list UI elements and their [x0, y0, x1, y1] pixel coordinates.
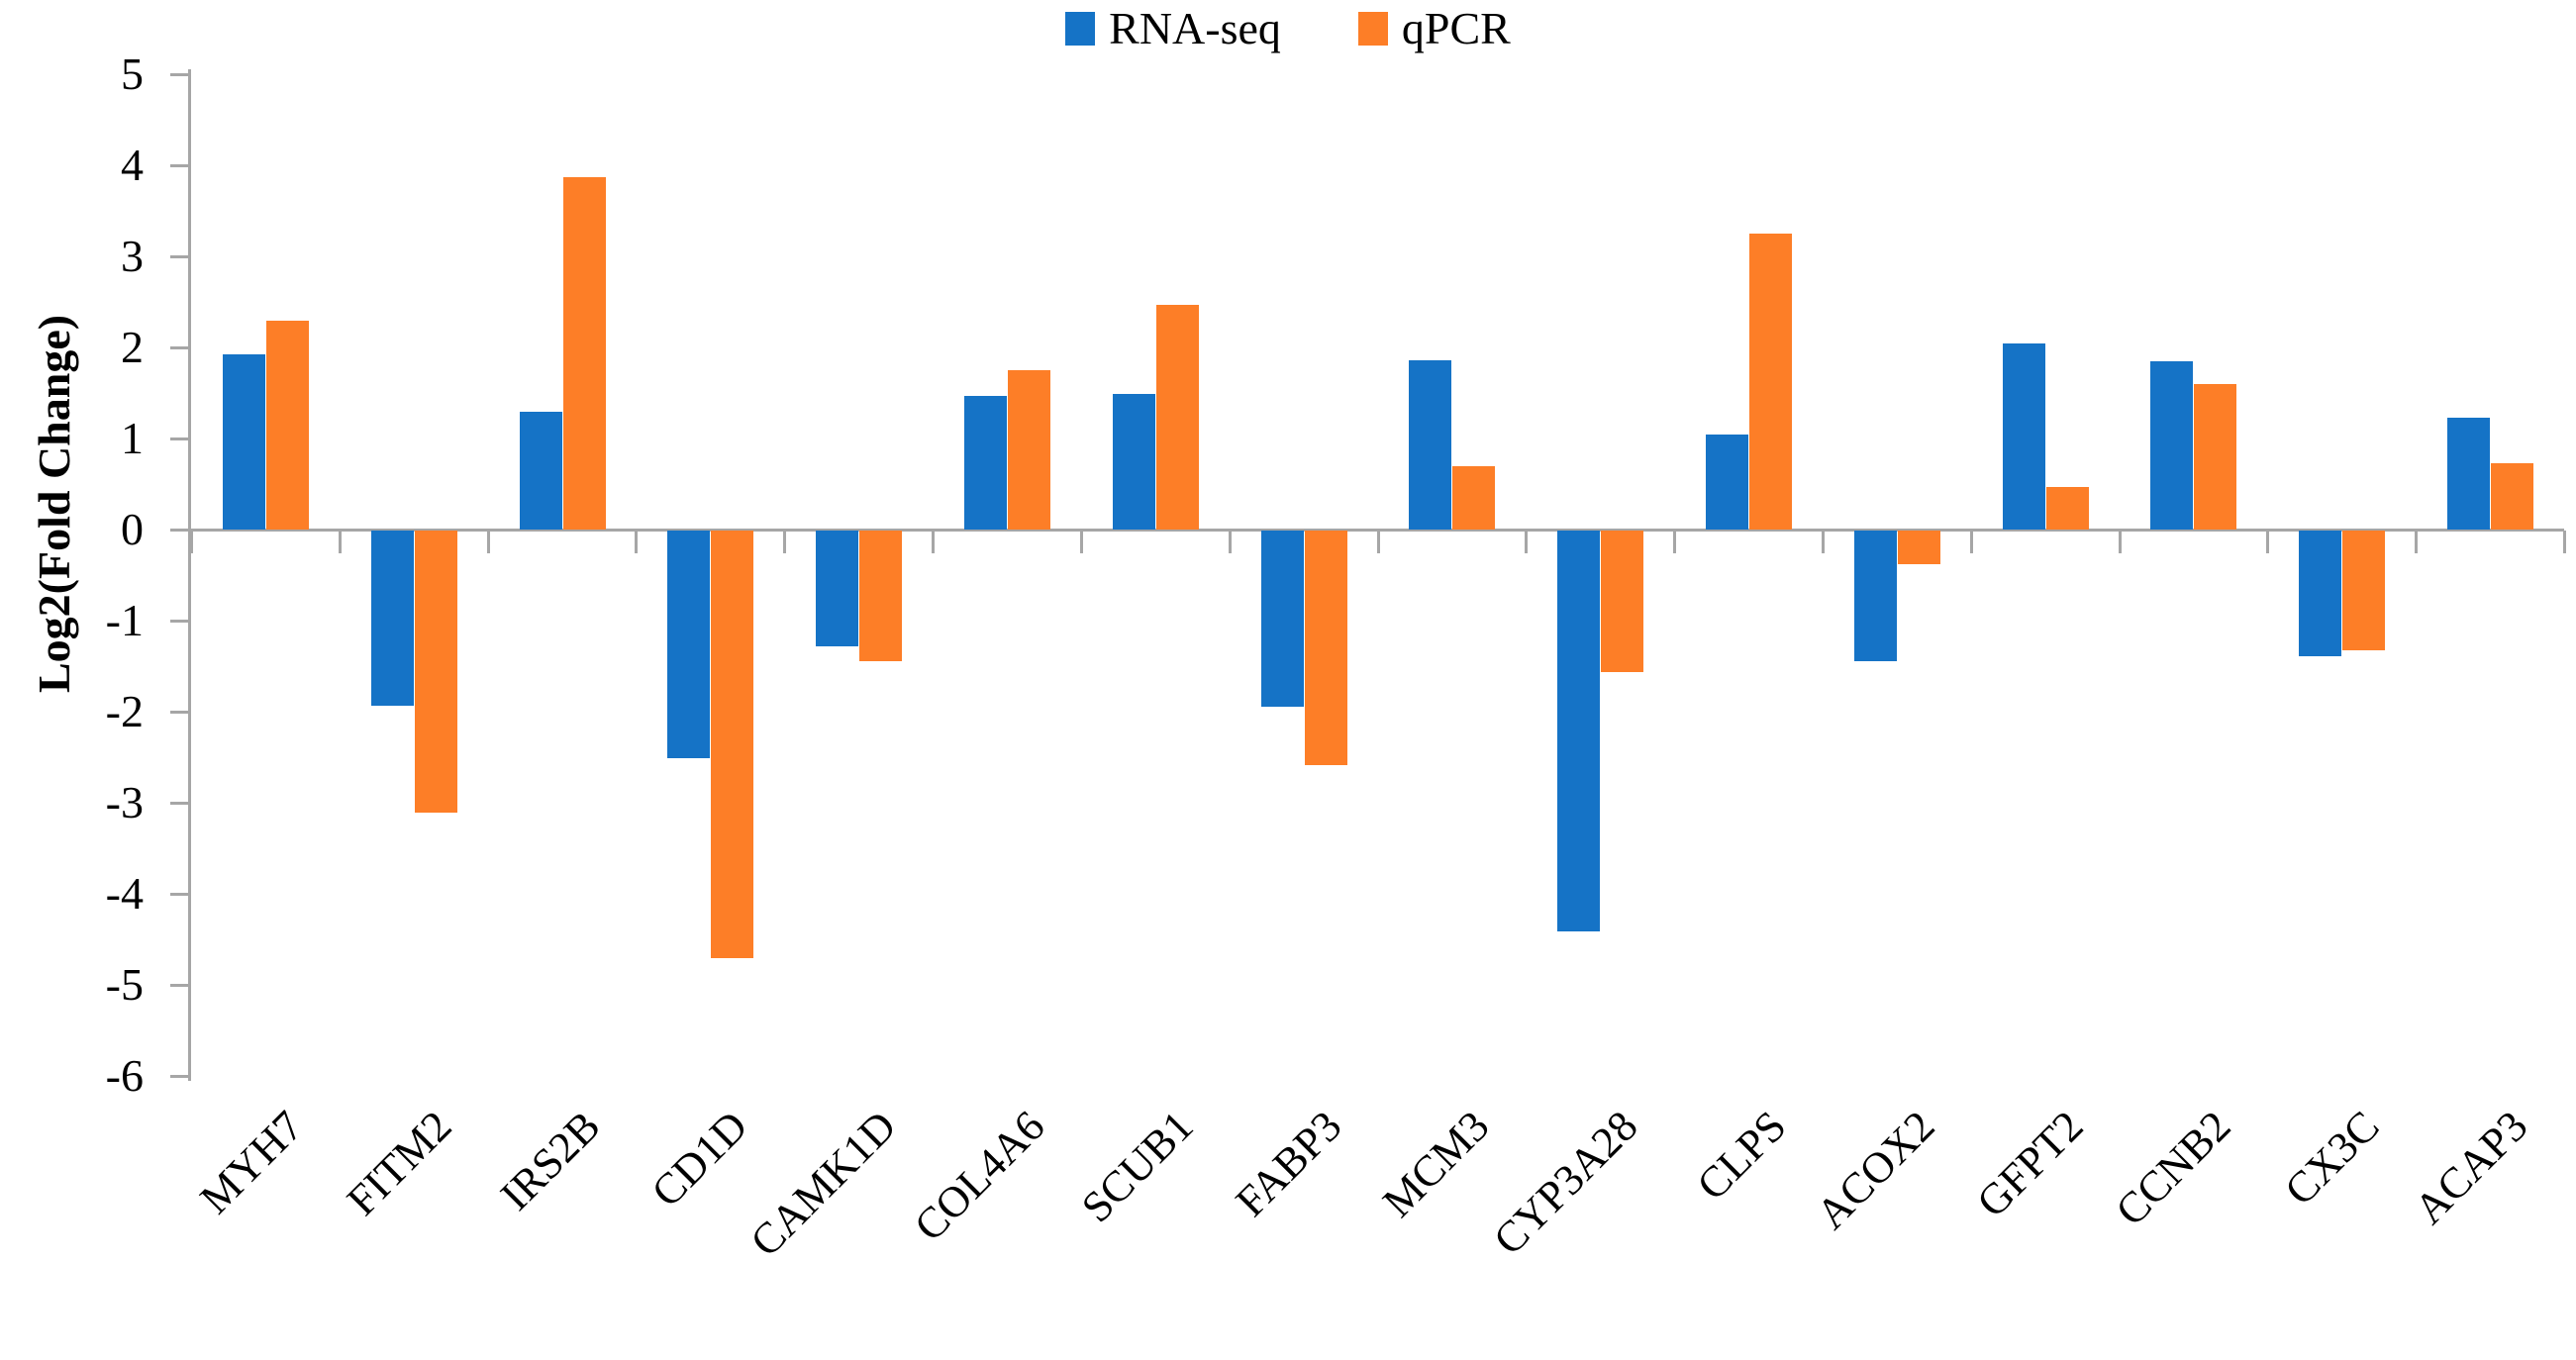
y-tick-label: -4	[105, 868, 144, 919]
bar-qpcr-ccnb2	[2194, 383, 2237, 530]
bar-rnaseq-myh7	[222, 354, 265, 530]
x-tick	[1821, 531, 1825, 553]
y-tick-label: -5	[105, 959, 144, 1010]
y-tick	[170, 711, 188, 714]
x-tick	[2415, 531, 2419, 553]
bar-qpcr-cd1d	[711, 531, 754, 959]
y-axis-line	[188, 69, 191, 1081]
y-tick	[170, 164, 188, 167]
bar-qpcr-cyp3a28	[1601, 531, 1644, 672]
bar-rnaseq-cx3c	[2299, 531, 2342, 656]
bar-qpcr-fabp3	[1304, 531, 1347, 766]
y-tick	[170, 529, 188, 532]
bar-rnaseq-camk1d	[816, 531, 859, 646]
y-tick-label: 4	[121, 140, 144, 190]
y-tick	[170, 893, 188, 896]
bar-rnaseq-gfpt2	[2002, 343, 2045, 530]
bar-qpcr-clps	[1749, 234, 1793, 530]
x-tick	[635, 531, 639, 553]
x-tick	[486, 531, 490, 553]
qpcr-swatch-icon	[1357, 12, 1388, 46]
x-tick	[783, 531, 787, 553]
bar-qpcr-col4a6	[1007, 370, 1050, 530]
x-tick	[2266, 531, 2270, 553]
y-tick	[170, 1075, 188, 1078]
bar-rnaseq-mcm3	[1409, 359, 1452, 530]
x-tick	[1969, 531, 1973, 553]
bar-rnaseq-acox2	[1853, 531, 1897, 661]
y-tick	[170, 73, 188, 76]
bar-qpcr-cx3c	[2342, 531, 2386, 650]
bar-rnaseq-clps	[1706, 435, 1749, 530]
y-tick-label: -2	[105, 686, 144, 736]
bar-rnaseq-col4a6	[963, 395, 1007, 530]
bar-chart: RNA-seq qPCR Log2(Fold Change) 5 4 3 2 1 0 -1-…	[0, 6, 2576, 1266]
bar-qpcr-mcm3	[1452, 465, 1496, 530]
y-tick	[170, 437, 188, 440]
y-tick	[170, 255, 188, 258]
x-tick	[190, 531, 193, 553]
bar-qpcr-acap3	[2491, 462, 2534, 530]
bar-qpcr-irs2b	[562, 176, 606, 530]
rnaseq-swatch-icon	[1065, 12, 1096, 46]
legend-item-qpcr: qPCR	[1357, 3, 1511, 53]
x-tick	[2563, 531, 2566, 553]
bar-qpcr-myh7	[265, 321, 309, 530]
legend-label-qpcr: qPCR	[1401, 3, 1511, 53]
bar-rnaseq-acap3	[2447, 417, 2491, 530]
y-tick	[170, 620, 188, 623]
bar-rnaseq-fitm2	[370, 531, 414, 706]
legend: RNA-seq qPCR	[0, 6, 2576, 51]
y-tick	[170, 802, 188, 805]
x-tick	[932, 531, 936, 553]
x-tick	[1079, 531, 1083, 553]
bar-qpcr-fitm2	[414, 531, 457, 814]
x-tick	[2118, 531, 2122, 553]
bar-qpcr-scub1	[1155, 304, 1199, 530]
y-tick-label: -1	[105, 595, 144, 645]
bar-qpcr-gfpt2	[2045, 486, 2089, 530]
legend-label-rnaseq: RNA-seq	[1109, 3, 1281, 53]
y-tick-label: 3	[121, 231, 144, 281]
bar-qpcr-acox2	[1897, 531, 1940, 565]
bar-rnaseq-irs2b	[519, 412, 562, 530]
x-tick	[1673, 531, 1677, 553]
y-tick-label: 1	[121, 413, 144, 463]
legend-item-rnaseq: RNA-seq	[1065, 6, 1281, 51]
x-tick	[1228, 531, 1232, 553]
x-tick	[1525, 531, 1529, 553]
y-tick-label: 2	[121, 322, 144, 372]
x-tick	[1376, 531, 1380, 553]
y-tick-label: -3	[105, 777, 144, 827]
bar-rnaseq-ccnb2	[2150, 360, 2194, 530]
bar-rnaseq-cd1d	[667, 531, 711, 758]
x-axis-line	[188, 529, 2564, 532]
y-tick-label: 0	[121, 504, 144, 554]
bar-qpcr-camk1d	[859, 531, 903, 662]
y-tick-label: 5	[121, 49, 144, 99]
bar-rnaseq-fabp3	[1260, 531, 1304, 707]
x-tick	[338, 531, 342, 553]
bar-rnaseq-scub1	[1112, 393, 1155, 530]
y-tick	[170, 984, 188, 987]
y-tick	[170, 346, 188, 349]
y-tick-label: -6	[105, 1050, 144, 1101]
bar-rnaseq-cyp3a28	[1557, 531, 1601, 931]
